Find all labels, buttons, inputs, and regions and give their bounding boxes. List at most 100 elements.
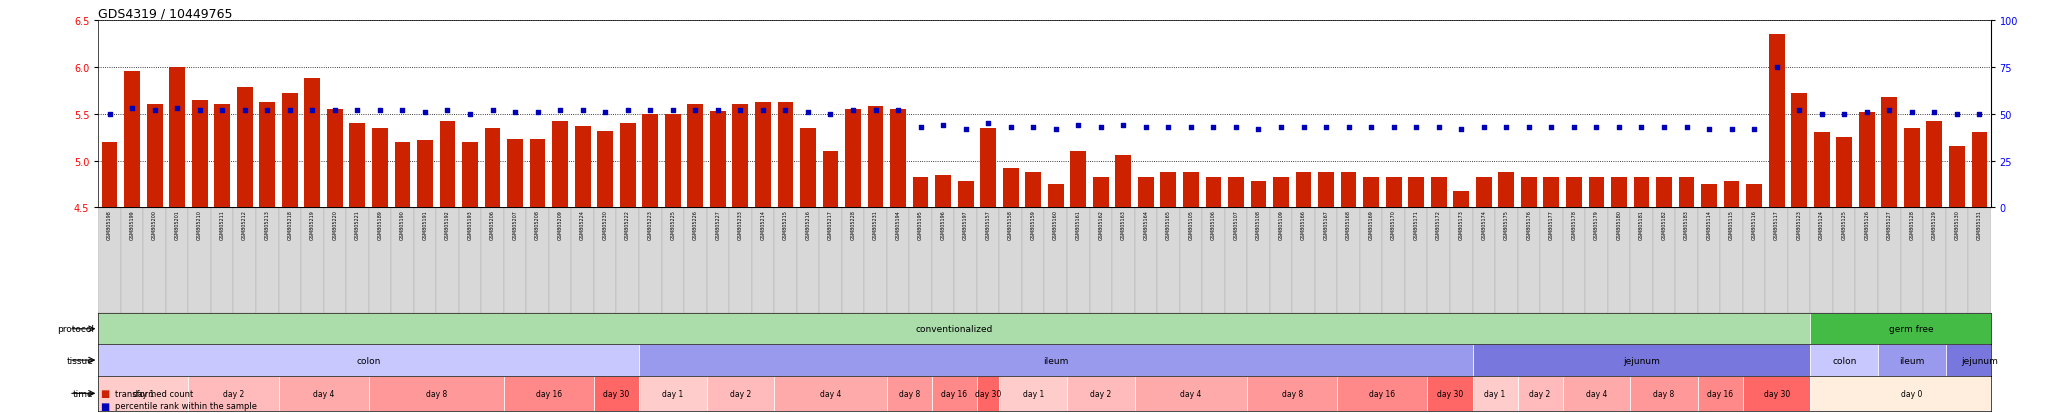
- Text: GSM805212: GSM805212: [242, 210, 248, 240]
- Bar: [440, 122, 455, 208]
- Point: [610, 107, 643, 114]
- Text: GSM805221: GSM805221: [354, 210, 360, 240]
- Text: GSM805193: GSM805193: [467, 210, 473, 240]
- Bar: [1585, 208, 1608, 313]
- Bar: [1833, 208, 1855, 313]
- Text: GSM805192: GSM805192: [444, 210, 451, 240]
- Bar: [981, 128, 995, 208]
- Bar: [598, 132, 612, 208]
- Text: GSM805125: GSM805125: [1841, 210, 1847, 240]
- Point: [1692, 126, 1724, 133]
- Bar: [436, 208, 459, 313]
- Text: GSM805223: GSM805223: [647, 210, 653, 240]
- Point: [139, 107, 170, 114]
- Bar: [868, 107, 883, 208]
- Text: jejunum: jejunum: [1960, 356, 1999, 365]
- Bar: [508, 140, 522, 208]
- Bar: [553, 122, 567, 208]
- Bar: [1229, 178, 1243, 208]
- Bar: [1337, 208, 1360, 313]
- Bar: [485, 128, 500, 208]
- Bar: [395, 142, 410, 208]
- Bar: [1792, 94, 1806, 208]
- Text: GSM805160: GSM805160: [1053, 210, 1059, 240]
- Point: [1602, 124, 1634, 131]
- Bar: [1968, 208, 1991, 313]
- Text: GSM805190: GSM805190: [399, 210, 406, 240]
- Bar: [594, 208, 616, 313]
- Point: [365, 107, 397, 114]
- Bar: [639, 344, 1473, 376]
- Text: GSM805189: GSM805189: [377, 210, 383, 240]
- Text: GSM805179: GSM805179: [1593, 210, 1599, 240]
- Bar: [1319, 172, 1333, 208]
- Bar: [846, 109, 860, 208]
- Text: GSM805183: GSM805183: [1683, 210, 1690, 240]
- Bar: [1004, 169, 1018, 208]
- Point: [1626, 124, 1659, 131]
- Bar: [238, 88, 252, 208]
- Bar: [639, 208, 662, 313]
- Text: GSM805171: GSM805171: [1413, 210, 1419, 240]
- Bar: [1743, 208, 1765, 313]
- Bar: [279, 376, 369, 411]
- Bar: [1630, 208, 1653, 313]
- Bar: [662, 208, 684, 313]
- Point: [700, 107, 733, 114]
- Text: day 30: day 30: [1438, 389, 1462, 398]
- Text: GSM805201: GSM805201: [174, 210, 180, 240]
- Text: transformed count: transformed count: [115, 389, 193, 398]
- Text: GSM805219: GSM805219: [309, 210, 315, 240]
- Point: [385, 107, 418, 114]
- Bar: [1563, 208, 1585, 313]
- Text: GSM805173: GSM805173: [1458, 210, 1464, 240]
- Point: [1038, 126, 1073, 133]
- Bar: [1769, 35, 1784, 208]
- Point: [1130, 124, 1163, 131]
- Point: [475, 107, 508, 114]
- Point: [565, 107, 598, 114]
- Text: day 16: day 16: [1370, 389, 1395, 398]
- Point: [948, 126, 983, 133]
- Point: [813, 111, 848, 118]
- Point: [881, 107, 913, 114]
- Bar: [1923, 208, 1946, 313]
- Bar: [1180, 208, 1202, 313]
- Text: GSM805226: GSM805226: [692, 210, 698, 240]
- Bar: [1337, 376, 1427, 411]
- Text: time: time: [74, 389, 94, 398]
- Text: GSM805165: GSM805165: [1165, 210, 1171, 240]
- Bar: [504, 376, 594, 411]
- Bar: [391, 208, 414, 313]
- Bar: [575, 126, 590, 208]
- Bar: [147, 105, 162, 208]
- Text: GSM805197: GSM805197: [963, 210, 969, 240]
- Bar: [98, 208, 121, 313]
- Bar: [1432, 178, 1446, 208]
- Text: GSM805158: GSM805158: [1008, 210, 1014, 240]
- Bar: [774, 376, 887, 411]
- Text: GSM805231: GSM805231: [872, 210, 879, 240]
- Bar: [1878, 208, 1901, 313]
- Text: ileum: ileum: [1042, 356, 1069, 365]
- Text: GSM805130: GSM805130: [1954, 210, 1960, 240]
- Bar: [211, 208, 233, 313]
- Bar: [733, 105, 748, 208]
- Bar: [958, 182, 973, 208]
- Text: GSM805123: GSM805123: [1796, 210, 1802, 240]
- Point: [1016, 124, 1049, 131]
- Text: GSM805218: GSM805218: [287, 210, 293, 240]
- Bar: [459, 208, 481, 313]
- Text: conventionalized: conventionalized: [915, 325, 993, 333]
- Point: [1444, 126, 1477, 133]
- Bar: [481, 208, 504, 313]
- Text: day 30: day 30: [975, 389, 1001, 398]
- Bar: [1518, 208, 1540, 313]
- Bar: [643, 114, 657, 208]
- Bar: [369, 376, 504, 411]
- Point: [1581, 124, 1614, 131]
- Text: GSM805214: GSM805214: [760, 210, 766, 240]
- Point: [1851, 109, 1884, 116]
- Point: [1401, 124, 1434, 131]
- Bar: [594, 376, 639, 411]
